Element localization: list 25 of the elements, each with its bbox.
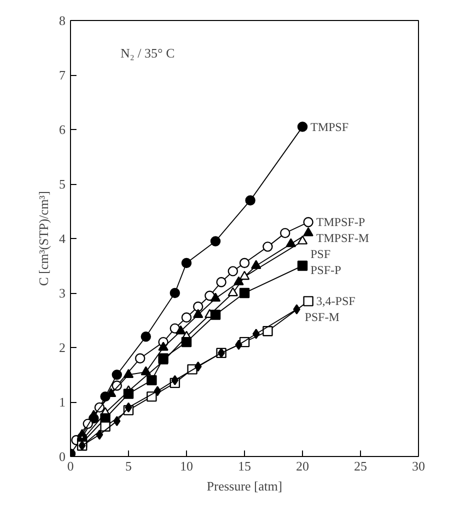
y-tick-label: 8 [59,13,66,28]
annotation: N₂ / 35° C [120,46,175,60]
series-label: TMPSF-P [316,215,366,230]
x-axis-title: Pressure [atm] [206,478,282,494]
series-label: TMPSF-M [316,231,370,246]
x-tick-label: 20 [296,458,309,474]
y-tick-label: 1 [59,394,66,410]
x-tick-label: 25 [354,458,367,474]
series-label: PSF-M [304,310,340,324]
series-label: TMPSF [310,120,349,134]
x-tick-label: 5 [125,458,132,474]
x-tick-label: 15 [238,458,251,474]
y-tick-label: 3 [59,286,66,300]
series-label: PSF-P [310,263,342,278]
y-tick-label: 0 [59,449,66,464]
y-tick-label: 4 [59,231,66,246]
y-tick-label: 6 [59,122,66,137]
y-axis-title: C [cm³(STP)/cm³] [36,191,51,286]
series-label: PSF [310,247,331,262]
x-tick-label: 10 [180,458,193,474]
y-tick-label: 7 [59,68,66,82]
series-label: 3,4-PSF [316,294,356,308]
y-tick-label: 2 [59,340,66,355]
x-tick-label: 30 [412,458,425,474]
y-tick-label: 5 [59,176,66,192]
